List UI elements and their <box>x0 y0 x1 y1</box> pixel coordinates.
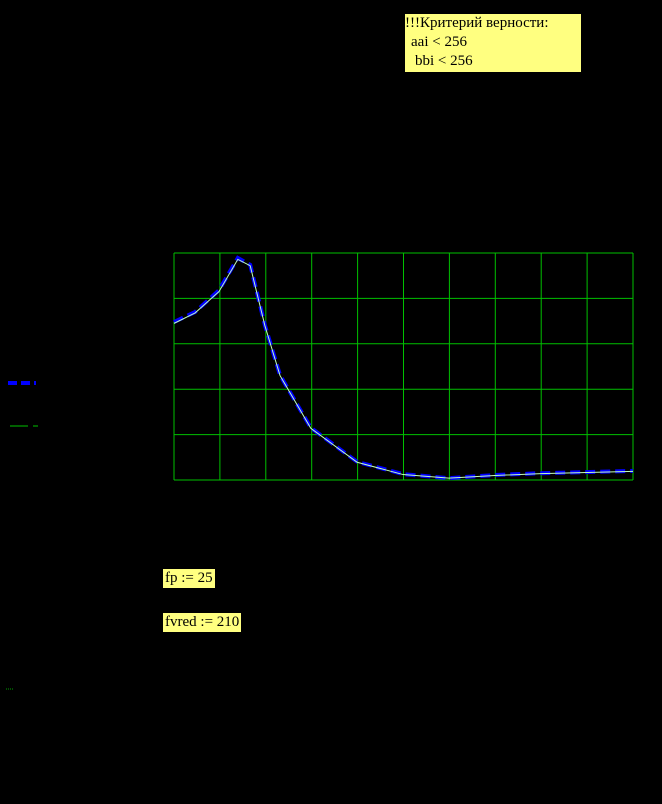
criterion-box: !!!Критерий верности: aai < 256 bbi < 25… <box>405 14 581 72</box>
criterion-line: bbi < 256 <box>415 53 473 69</box>
fvred-def[interactable]: fvred := 210 <box>163 613 242 632</box>
criterion-line: aai < 256 <box>411 34 467 50</box>
criterion-title: !!!Критерий верности: <box>405 15 549 31</box>
series-line <box>173 258 634 479</box>
fp-def[interactable]: fp := 25 <box>163 569 215 588</box>
